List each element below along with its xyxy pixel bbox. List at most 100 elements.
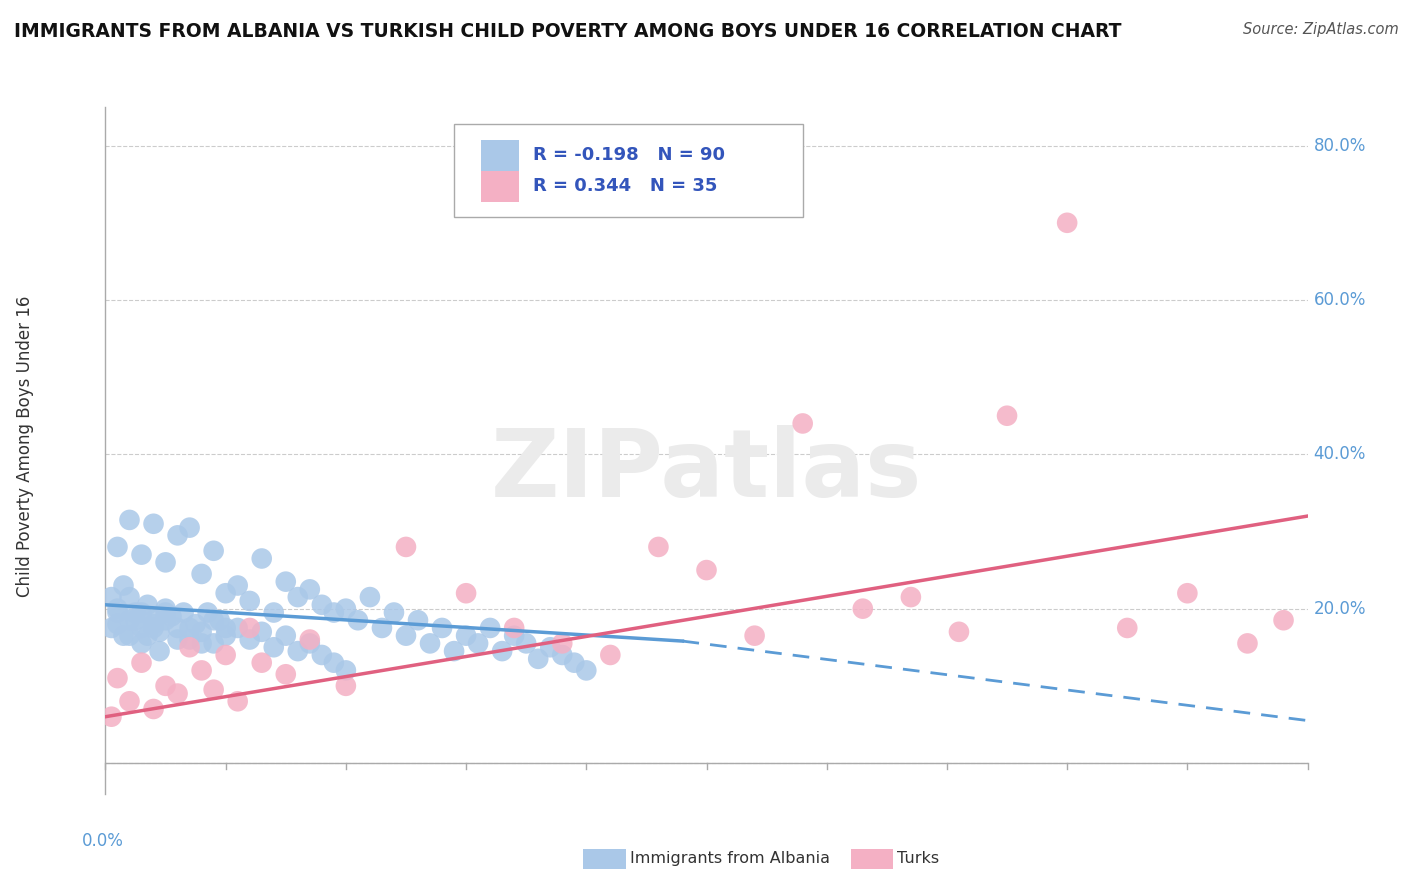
Point	[179, 640, 201, 655]
Point	[250, 551, 273, 566]
FancyBboxPatch shape	[481, 171, 519, 202]
FancyBboxPatch shape	[481, 140, 519, 171]
Point	[311, 598, 333, 612]
Point	[202, 543, 225, 558]
Point	[118, 590, 141, 604]
Point	[131, 621, 153, 635]
Point	[335, 664, 357, 678]
Point	[443, 644, 465, 658]
Point	[107, 671, 129, 685]
Point	[995, 409, 1018, 423]
Point	[382, 606, 405, 620]
Point	[515, 636, 537, 650]
FancyBboxPatch shape	[454, 124, 803, 217]
Point	[131, 636, 153, 650]
Point	[155, 606, 177, 620]
Point	[538, 640, 561, 655]
Text: 40.0%: 40.0%	[1313, 445, 1367, 463]
Text: Source: ZipAtlas.com: Source: ZipAtlas.com	[1243, 22, 1399, 37]
Point	[298, 582, 321, 597]
Point	[131, 548, 153, 562]
Point	[852, 601, 875, 615]
Point	[190, 624, 212, 639]
Text: ZIPatlas: ZIPatlas	[491, 425, 922, 517]
Point	[208, 613, 231, 627]
Point	[166, 687, 188, 701]
Point	[562, 656, 585, 670]
Point	[322, 606, 344, 620]
Point	[298, 632, 321, 647]
Text: R = -0.198   N = 90: R = -0.198 N = 90	[533, 146, 725, 164]
Point	[274, 629, 297, 643]
Text: IMMIGRANTS FROM ALBANIA VS TURKISH CHILD POVERTY AMONG BOYS UNDER 16 CORRELATION: IMMIGRANTS FROM ALBANIA VS TURKISH CHILD…	[14, 22, 1122, 41]
Point	[202, 682, 225, 697]
Point	[575, 664, 598, 678]
Point	[1236, 636, 1258, 650]
Point	[948, 624, 970, 639]
Point	[900, 590, 922, 604]
Point	[263, 606, 285, 620]
Point	[274, 574, 297, 589]
Text: 0.0%: 0.0%	[82, 831, 124, 850]
Point	[142, 617, 165, 632]
Point	[226, 621, 249, 635]
Point	[647, 540, 669, 554]
Point	[107, 601, 129, 615]
Point	[148, 624, 170, 639]
Point	[179, 632, 201, 647]
Point	[190, 664, 212, 678]
Point	[214, 629, 236, 643]
Point	[744, 629, 766, 643]
Point	[335, 601, 357, 615]
Point	[142, 702, 165, 716]
Point	[112, 629, 135, 643]
Text: 60.0%: 60.0%	[1313, 291, 1367, 309]
Point	[454, 586, 477, 600]
Point	[467, 636, 489, 650]
Text: Turks: Turks	[897, 851, 939, 865]
Point	[430, 621, 453, 635]
Text: R = 0.344   N = 35: R = 0.344 N = 35	[533, 177, 718, 195]
Point	[551, 636, 574, 650]
Point	[454, 629, 477, 643]
Point	[226, 694, 249, 708]
Point	[792, 417, 814, 431]
Point	[118, 694, 141, 708]
Point	[371, 621, 394, 635]
Point	[155, 601, 177, 615]
Point	[239, 621, 262, 635]
Point	[155, 679, 177, 693]
Point	[214, 621, 236, 635]
Point	[214, 586, 236, 600]
Point	[419, 636, 441, 650]
Point	[250, 624, 273, 639]
Point	[155, 555, 177, 569]
Point	[142, 621, 165, 635]
Point	[322, 656, 344, 670]
Point	[226, 578, 249, 592]
Point	[179, 521, 201, 535]
Point	[197, 606, 219, 620]
Point	[131, 606, 153, 620]
Point	[406, 613, 429, 627]
Point	[107, 617, 129, 632]
Point	[136, 629, 159, 643]
Point	[107, 540, 129, 554]
Point	[335, 679, 357, 693]
Point	[503, 629, 526, 643]
Point	[298, 636, 321, 650]
Point	[263, 640, 285, 655]
Point	[250, 656, 273, 670]
Point	[527, 652, 550, 666]
Point	[395, 540, 418, 554]
Point	[173, 606, 195, 620]
Point	[160, 609, 183, 624]
Point	[696, 563, 718, 577]
Point	[239, 594, 262, 608]
Point	[100, 590, 122, 604]
Point	[1116, 621, 1139, 635]
Point	[1175, 586, 1198, 600]
Text: Immigrants from Albania: Immigrants from Albania	[630, 851, 830, 865]
Point	[311, 648, 333, 662]
Point	[107, 606, 129, 620]
